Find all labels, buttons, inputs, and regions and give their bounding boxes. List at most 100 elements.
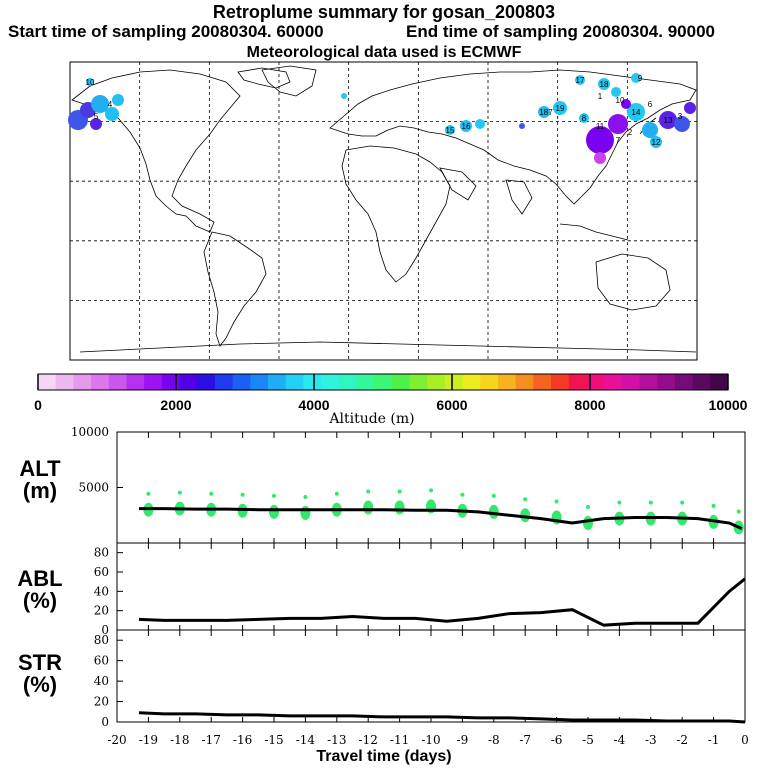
y-tick-label: 40 [94, 584, 109, 598]
plume-marker [105, 107, 119, 121]
colorbar-swatch [604, 374, 623, 390]
colorbar-tick-label: 0 [34, 397, 42, 413]
colorbar-swatch [551, 374, 570, 390]
x-tick-label: -17 [202, 733, 221, 747]
plume-marker [460, 120, 472, 132]
y-tick-label: 60 [94, 565, 109, 579]
colorbar-swatch [303, 374, 322, 390]
altitude-spread-marker [397, 489, 402, 494]
plume-marker [611, 87, 621, 97]
start-time-label: Start time of sampling 20080304. 60000 [8, 22, 324, 41]
x-tick-label: -19 [139, 733, 158, 747]
colorbar-swatch [639, 374, 658, 390]
colorbar-swatch [710, 374, 729, 390]
colorbar-swatch [179, 374, 198, 390]
x-tick-label: 0 [741, 733, 749, 747]
y-tick-label: 0 [101, 715, 109, 729]
plume-age-label: 3 [678, 112, 683, 121]
colorbar-swatch [144, 374, 163, 390]
plume-marker [538, 106, 550, 118]
y-tick-label: 10000 [71, 425, 109, 439]
str-panel: 0 20 40 60 80 [94, 629, 746, 729]
plume-age-label: 13 [664, 116, 673, 125]
x-tick-label: -6 [551, 733, 563, 747]
plume-marker [674, 116, 690, 132]
x-tick-label: -12 [359, 733, 378, 747]
colorbar-tick-label: 2000 [160, 397, 191, 413]
plume-age-label: 187 [539, 108, 553, 117]
plume-age-label: 19 [556, 104, 565, 113]
met-data-label: Meteorological data used is ECMWF [246, 44, 522, 61]
plume-marker [621, 99, 631, 109]
plume-age-label: 1 [598, 92, 603, 101]
altitude-spread-marker [334, 491, 339, 496]
plume-age-label: 17 [576, 76, 585, 85]
altitude-spread-marker [583, 516, 593, 531]
x-tick-label: -13 [327, 733, 346, 747]
colorbar-swatch [391, 374, 411, 390]
x-tick-label: -1 [708, 733, 720, 747]
plume-marker [598, 78, 610, 90]
altitude-spread-marker [209, 491, 214, 496]
altitude-colorbar: 0 2000 4000 6000 8000 10000 [34, 373, 748, 413]
colorbar-swatch [197, 374, 216, 390]
y-tick-label: 80 [94, 546, 109, 560]
colorbar-swatch [427, 374, 446, 390]
altitude-spread-marker [303, 495, 308, 500]
colorbar-swatch [674, 374, 694, 390]
plume-age-label: 10 [86, 78, 95, 87]
plume-marker [631, 73, 641, 83]
colorbar-swatch [250, 374, 269, 390]
plume-marker [90, 118, 102, 130]
x-tick-label: -15 [264, 733, 283, 747]
plume-marker [642, 122, 658, 138]
colorbar-swatch [285, 374, 304, 390]
x-tick-label: -3 [645, 733, 657, 747]
colorbar-tick-label: 4000 [298, 397, 329, 413]
colorbar-swatch [568, 374, 587, 390]
altitude-spread-marker [269, 504, 279, 519]
plume-marker [91, 95, 109, 113]
y-tick-label: 0 [101, 623, 109, 637]
altitude-spread-marker [177, 490, 182, 495]
plume-marker [586, 126, 614, 154]
plume-marker [519, 123, 525, 129]
altitude-spread-marker [680, 500, 685, 505]
colorbar-swatch [161, 374, 181, 390]
end-time-label: End time of sampling 20080304. 90000 [406, 22, 715, 41]
colorbar-tick-label: 6000 [436, 397, 467, 413]
plume-age-label: 14 [632, 108, 641, 117]
altitude-spread-marker [366, 489, 371, 494]
colorbar-swatch [586, 374, 605, 390]
plume-age-label: 7 [616, 136, 621, 145]
x-tick-label: -10 [421, 733, 440, 747]
colorbar-swatch [38, 374, 57, 390]
colorbar-swatch [692, 374, 711, 390]
plume-marker [659, 111, 677, 129]
plume-age-label: 8 [582, 114, 587, 123]
x-tick-label: -4 [614, 733, 626, 747]
abl-panel: 0 20 40 60 80 [94, 542, 746, 637]
y-tick-label: 60 [94, 654, 109, 668]
colorbar-swatch [444, 374, 464, 390]
plume-age-label: 6 [648, 100, 653, 109]
altitude-spread-marker [460, 492, 465, 497]
colorbar-tick-label: 10000 [709, 397, 748, 413]
plume-age-label: 11 [596, 122, 605, 131]
x-tick-label: -7 [519, 733, 531, 747]
plume-marker [575, 75, 585, 85]
colorbar-swatch [338, 374, 357, 390]
colorbar-swatch [533, 374, 552, 390]
altitude-spread-marker [272, 493, 276, 498]
plume-age-label: 15 [446, 126, 455, 135]
alt-panel-label: ALT (m) [19, 456, 61, 503]
altitude-spread-marker [146, 491, 151, 496]
altitude-spread-marker [240, 492, 245, 497]
altitude-spread-marker [363, 500, 374, 515]
y-tick-label: 20 [94, 695, 109, 709]
colorbar-swatch [321, 374, 340, 390]
